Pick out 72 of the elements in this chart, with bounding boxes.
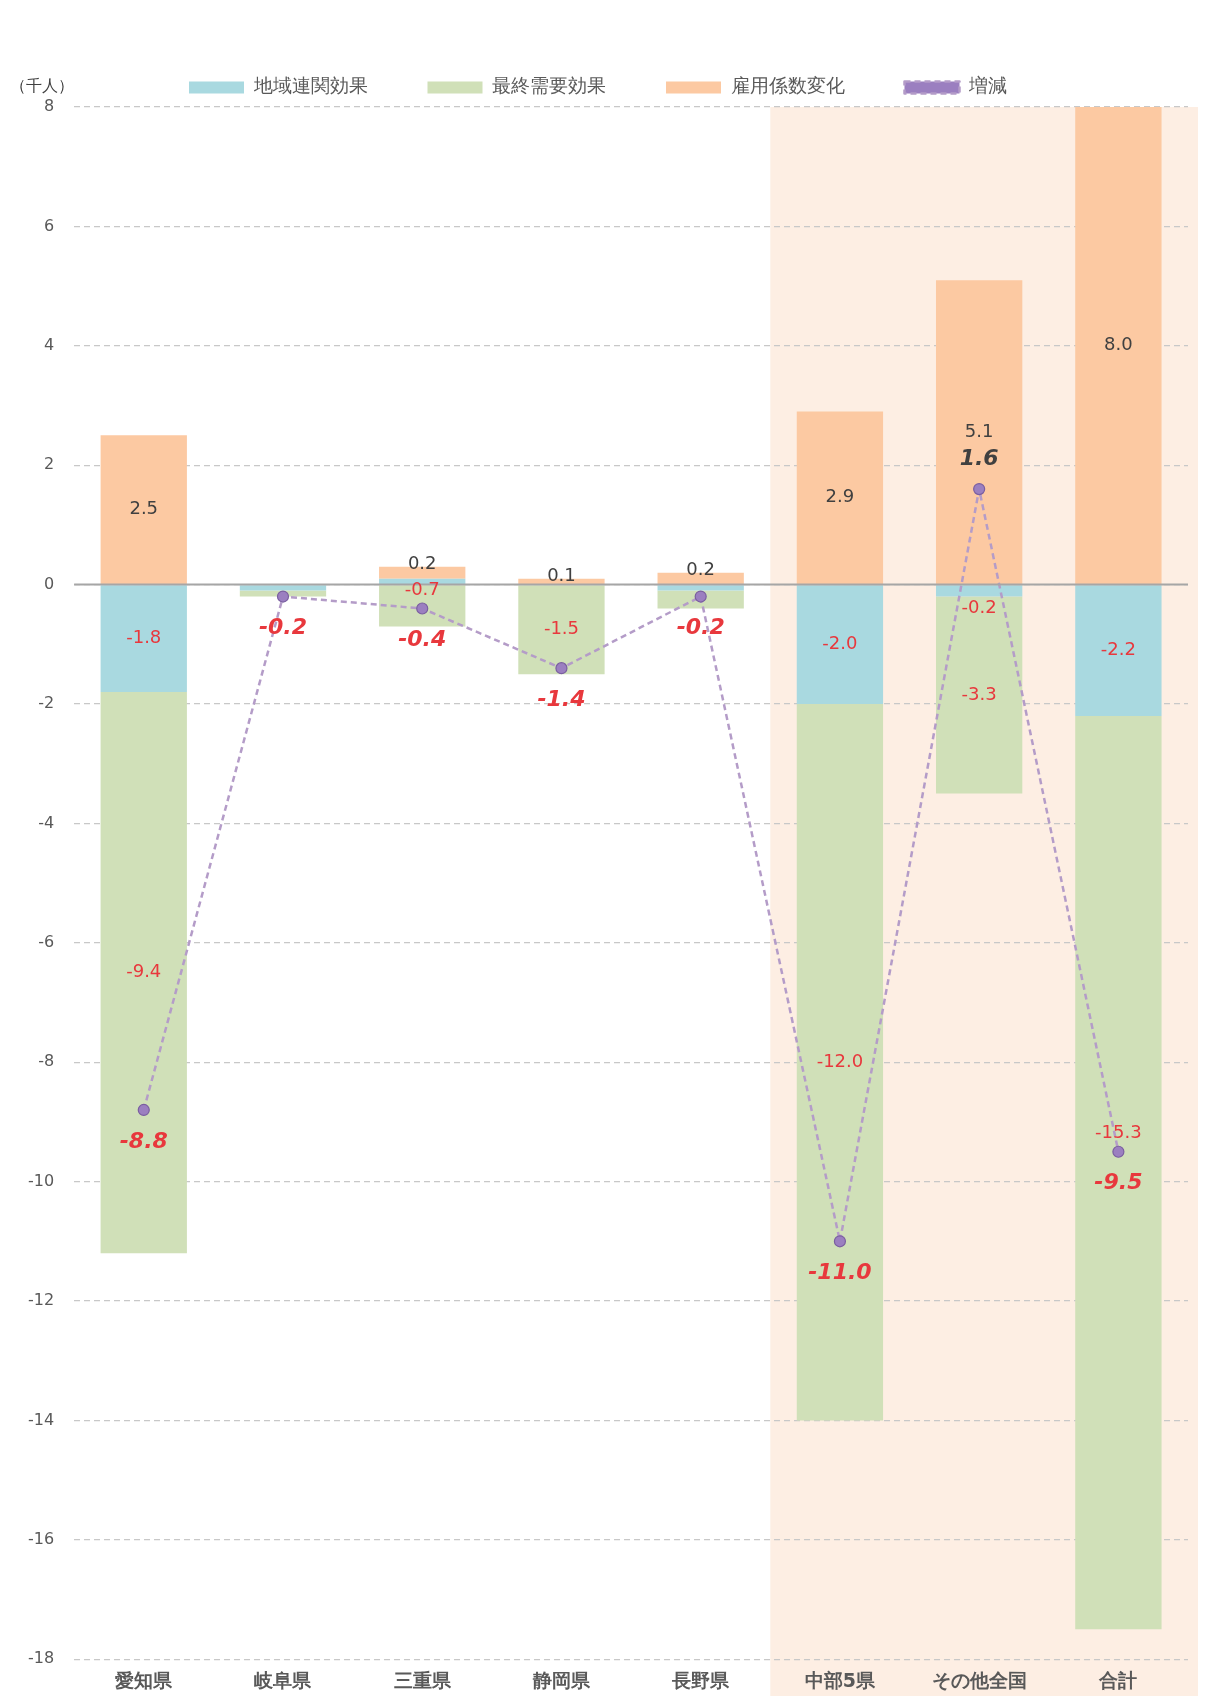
point [137, 1103, 150, 1117]
point [694, 590, 707, 603]
y-tick-label: 0 [43, 573, 55, 593]
data-label: -1.8 [126, 626, 162, 648]
data-label: 2.9 [825, 485, 855, 507]
point [833, 1235, 847, 1248]
data-label: -8.8 [119, 1127, 168, 1153]
bar [1075, 715, 1162, 1630]
x-tick-label: 長野県 [671, 1668, 731, 1691]
data-label: -9.5 [1094, 1169, 1143, 1195]
legend-label: 増減 [968, 74, 1007, 97]
data-label: 0.2 [686, 558, 715, 580]
y-tick-label: -14 [27, 1409, 55, 1429]
y-tick-label: -12 [27, 1290, 55, 1310]
y-tick-label: -6 [38, 931, 55, 951]
legend-label: 地域連関効果 [252, 74, 368, 97]
legend-label: 雇用係数変化 [730, 74, 845, 97]
y-tick-label: -2 [38, 693, 55, 713]
y-tick-label: -8 [38, 1051, 55, 1071]
data-label: -0.7 [404, 578, 440, 600]
x-tick-label: 岐阜県 [254, 1668, 313, 1691]
y-tick-label: -18 [27, 1648, 55, 1668]
data-label: -0.2 [676, 614, 725, 640]
data-label: 1.6 [959, 444, 999, 470]
point [1112, 1145, 1125, 1158]
bar [100, 692, 187, 1254]
data-label: -0.4 [398, 626, 447, 652]
bar [935, 596, 1023, 794]
data-label: 0.1 [547, 564, 576, 586]
y-tick-label: -16 [27, 1528, 55, 1548]
y-tick-label: 6 [43, 215, 55, 235]
bar [518, 585, 605, 675]
y-tick-label: 2 [43, 454, 55, 474]
data-label: -9.4 [126, 960, 162, 982]
data-label: 8.0 [1104, 333, 1133, 355]
bar [796, 704, 884, 1421]
data-label: -11.0 [808, 1259, 872, 1285]
x-tick-label: 合計 [1098, 1668, 1138, 1691]
y-tick-label: -4 [38, 812, 55, 832]
bar [100, 585, 187, 693]
x-tick-label: 三重県 [393, 1668, 452, 1691]
data-label: -1.5 [543, 617, 580, 639]
data-label: -0.2 [961, 596, 997, 618]
point [416, 602, 429, 615]
data-label: -2.2 [1100, 638, 1136, 660]
data-label: 5.1 [964, 419, 994, 441]
x-tick-label: 愛知県 [115, 1668, 174, 1691]
point [555, 662, 568, 675]
bar [935, 280, 1023, 584]
bar [1075, 107, 1162, 584]
data-label: -0.2 [258, 614, 308, 640]
point [973, 482, 986, 496]
data-label: -2.0 [822, 632, 858, 654]
x-tick-label: 静岡県 [531, 1668, 591, 1691]
point [276, 590, 290, 603]
bar [100, 435, 187, 584]
bar [796, 585, 884, 704]
legend-label: 最終需要効果 [492, 74, 606, 97]
bar [1075, 585, 1162, 716]
y-tick-label: 4 [43, 334, 55, 354]
x-tick-label: 中部5県 [804, 1668, 877, 1691]
x-tick-label: その他全国 [931, 1668, 1027, 1691]
bar [796, 411, 884, 584]
data-label: -1.4 [537, 685, 586, 711]
data-label: 2.5 [129, 497, 159, 519]
y-tick-label: 8 [43, 96, 55, 116]
data-label: -12.0 [816, 1049, 864, 1071]
y-tick-label: -10 [27, 1170, 55, 1190]
y-axis-title: （千人） [10, 76, 74, 96]
data-label: 0.2 [407, 552, 437, 574]
data-label: -3.3 [961, 682, 997, 704]
data-label: -15.3 [1095, 1121, 1142, 1143]
